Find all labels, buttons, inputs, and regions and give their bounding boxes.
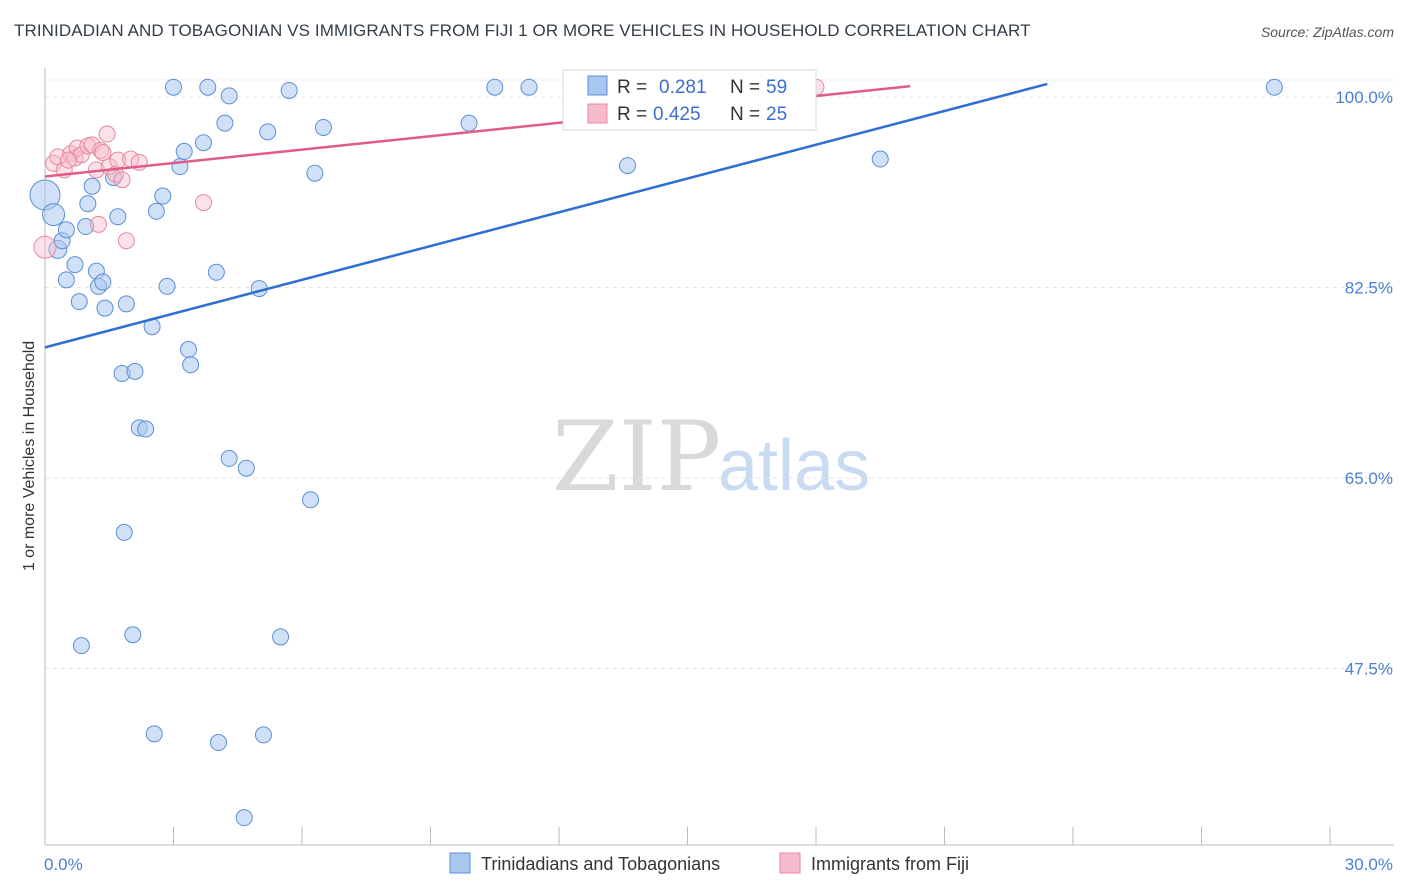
legend-swatch-series2 [587, 103, 608, 124]
legend-r-value-2: 0.425 [653, 104, 701, 125]
trinidadian-point [280, 81, 298, 99]
trinidadian-point [619, 157, 637, 175]
watermark-zip: ZIP [552, 401, 721, 513]
bottom-legend-swatch-2 [779, 852, 801, 874]
trinidadian-point [194, 134, 212, 152]
trinidadian-point [199, 78, 217, 96]
legend-r-label-1: R = [617, 77, 647, 98]
legend-swatch-series1 [587, 75, 608, 96]
trinidadian-point [237, 459, 255, 477]
trinidadian-point [124, 626, 142, 644]
fiji-point [72, 146, 90, 164]
trinidadian-point [72, 637, 90, 655]
trinidadian-point [158, 277, 176, 295]
gridlines [45, 79, 1394, 669]
legend-n-value-1: 59 [766, 77, 787, 98]
y-tick-label: 82.5% [1345, 279, 1393, 298]
trinidadian-point [272, 628, 290, 646]
trinidadian-point [259, 123, 277, 141]
trinidadian-point [216, 114, 234, 132]
trinidadian-point [145, 725, 163, 743]
y-tick-label: 47.5% [1345, 660, 1393, 679]
fiji-point [92, 141, 110, 159]
trinidadian-point [117, 295, 135, 313]
trinidadian-point [314, 118, 332, 136]
legend-r-value-1: 0.281 [659, 77, 707, 98]
trinidadian-point [42, 203, 66, 227]
fiji-point [194, 194, 212, 212]
bottom-legend-swatch-1 [449, 852, 471, 874]
trinidadian-point [147, 202, 165, 220]
legend-n-label-2: N = [730, 104, 760, 125]
trinidadian-point [207, 263, 225, 281]
trinidadian-point [220, 449, 238, 467]
fiji-point [117, 232, 135, 250]
trend-lines [44, 82, 1048, 349]
fiji-point [90, 215, 108, 233]
trinidadian-point [137, 420, 155, 438]
scatter-points [29, 78, 1283, 827]
chart-title: TRINIDADIAN AND TOBAGONIAN VS IMMIGRANTS… [14, 21, 1031, 40]
y-axis-label: 1 or more Vehicles in Household [21, 341, 38, 571]
trinidadian-point [66, 256, 84, 274]
stats-legend: R = 0.281 N = 59 R = 0.425 N = 25 [562, 69, 817, 131]
trinidadian-point [165, 78, 182, 96]
trinidadian-point [175, 142, 193, 160]
trinidadian-point [79, 195, 97, 213]
watermark-atlas: atlas [718, 426, 870, 506]
trinidadian-point [154, 187, 172, 205]
legend-n-value-2: 25 [766, 104, 787, 125]
trinidadian-point [57, 271, 75, 289]
y-axis-tick-labels: 47.5% 65.0% 82.5% 100.0% [1335, 88, 1393, 679]
y-tick-label: 100.0% [1335, 88, 1393, 107]
trinidadian-point [871, 150, 889, 168]
trinidadian-point [220, 87, 238, 105]
trinidadian-point [520, 78, 538, 96]
trinidadian-point [179, 341, 197, 359]
source-credit: Source: ZipAtlas.com [1260, 24, 1394, 40]
trinidadian-point [77, 218, 95, 236]
trinidadian-point [486, 78, 504, 96]
trinidadian-point [126, 362, 144, 380]
trinidadian-point [302, 491, 320, 509]
trinidadian-point [57, 221, 75, 239]
fiji-point [98, 125, 116, 143]
fiji-point [33, 235, 57, 259]
trinidadian-point [209, 734, 227, 752]
y-tick-label: 65.0% [1345, 469, 1393, 488]
legend-r-label-2: R = [617, 104, 647, 125]
trinidadian-point [1265, 78, 1283, 96]
x-tick-label-max: 30.0% [1345, 855, 1393, 874]
trinidadian-point [96, 299, 114, 317]
fiji-point [113, 171, 131, 189]
trinidadian-point [306, 164, 324, 182]
trinidadian-point [115, 523, 133, 541]
trinidadian-point [254, 726, 272, 744]
fiji-point [60, 151, 78, 169]
legend-n-label-1: N = [730, 77, 760, 98]
x-tick-label-min: 0.0% [44, 855, 83, 874]
trinidadian-point [70, 293, 88, 311]
x-axis-tick-marks [44, 827, 1331, 845]
trinidadian-point [182, 356, 200, 374]
fiji-point [94, 144, 112, 162]
bottom-legend-label-1: Trinidadians and Tobagonians [481, 854, 720, 874]
series-legend: Trinidadians and Tobagonians Immigrants … [449, 852, 969, 874]
trinidadian-point [94, 273, 112, 291]
trinidadian-point [235, 809, 253, 827]
trinidadian-point [109, 208, 127, 226]
trinidadian-trend-line [44, 82, 1048, 349]
trinidadian-point [83, 177, 101, 195]
trinidadian-point [460, 114, 478, 132]
bottom-legend-label-2: Immigrants from Fiji [811, 854, 969, 874]
